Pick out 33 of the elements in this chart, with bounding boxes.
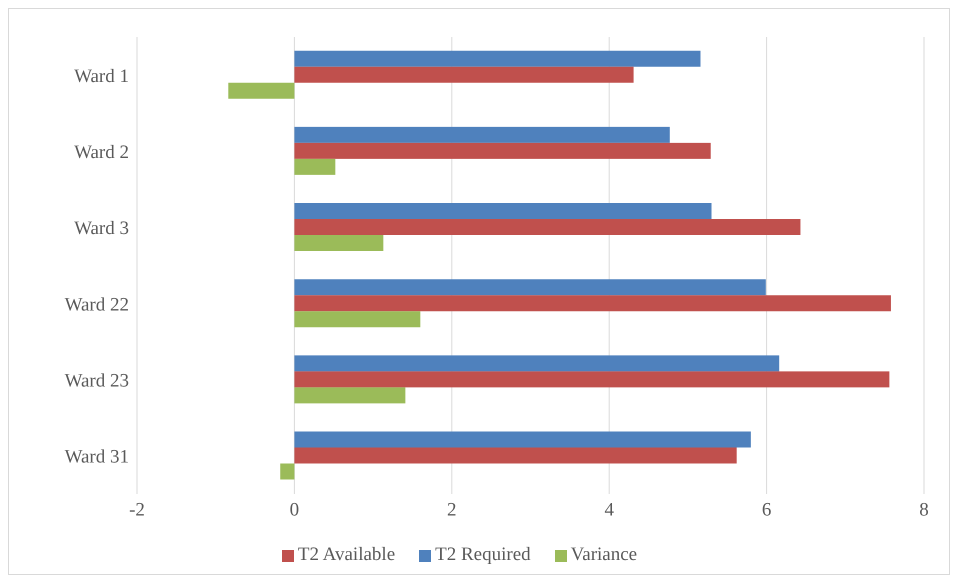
bar [294,158,336,175]
y-tick-label: Ward 2 [74,142,129,163]
bar [294,295,891,312]
y-tick-label: Ward 23 [64,370,129,392]
bar [294,432,751,448]
bar [294,142,711,159]
bar [294,66,634,83]
x-tick-label: 6 [762,499,772,520]
bar [294,355,780,372]
x-tick-label: -2 [129,499,145,520]
bar [294,279,766,296]
legend-label: T2 Available [298,544,396,565]
bar [294,126,670,143]
y-tick-label: Ward 31 [64,446,129,468]
y-tick-label: Ward 3 [74,218,129,240]
legend-label: T2 Required [435,544,531,565]
bar [294,203,712,220]
y-tick-label: Ward 1 [74,66,129,87]
legend-label: Variance [570,544,638,565]
bar [294,311,420,328]
bar [294,371,890,388]
x-tick-label: 4 [604,499,614,520]
x-tick-label: 8 [919,499,929,520]
bar [228,82,294,99]
y-tick-label: Ward 22 [64,294,129,316]
bar [294,387,406,404]
bar [294,50,700,67]
x-tick-label: 0 [290,499,300,520]
bar [294,448,737,464]
bar [294,219,800,236]
x-tick-label: 2 [447,499,457,520]
bar [280,464,294,480]
bar [294,235,384,252]
